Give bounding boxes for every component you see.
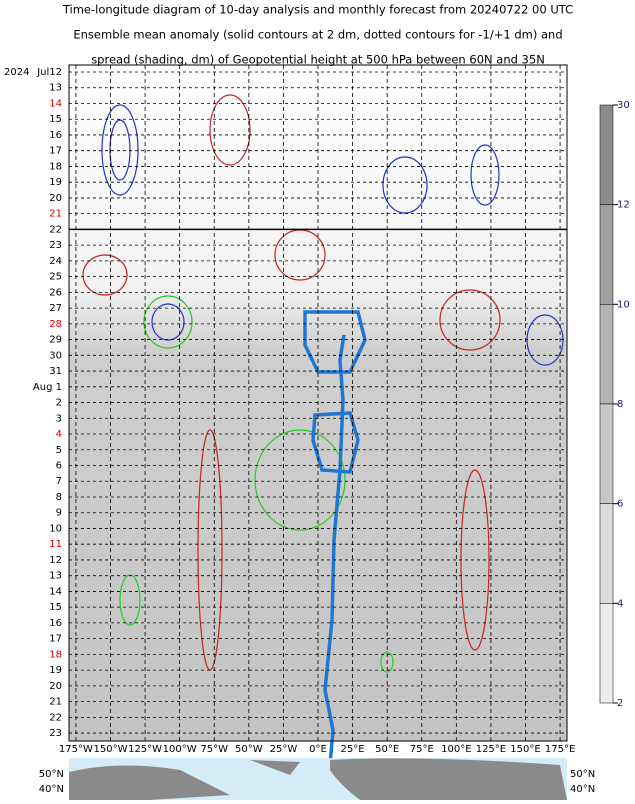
x-tick-label: 50°W [235,744,263,755]
y-tick-label: 24 [49,256,62,267]
colorbar-segment [599,403,614,504]
y-tick-label: 28 [49,319,62,330]
y-tick-label: 10 [49,523,62,534]
y-tick-label: 17 [49,146,62,157]
y-tick-label: 9 [56,508,62,519]
colorbar-label: 10 [617,299,630,310]
y-tick-label: 22 [49,712,62,723]
x-tick-label: 175°E [545,744,575,755]
y-tick-label: 18 [49,649,62,660]
plot-frame [68,64,568,742]
y-tick-label: 19 [49,177,62,188]
title-line: spread (shading, dm) of Geopotential hei… [91,53,545,67]
y-tick-label: 16 [49,618,62,629]
x-tick-label: 75°E [410,744,434,755]
y-tick-label: 13 [49,83,62,94]
y-tick-label: 20 [49,193,62,204]
x-tick-label: 25°E [341,744,365,755]
y-tick-label: Jul12 [36,67,62,78]
colorbar-label: 8 [617,399,623,410]
x-tick-label: 100°E [441,744,471,755]
y-tick-label: 5 [56,445,62,456]
x-tick-label: 100°W [163,744,197,755]
y-tick-label: 8 [56,492,62,503]
y-tick-label: Aug 1 [33,382,62,393]
colorbar-segment [599,304,614,405]
grid [69,65,567,741]
colorbar-segment [599,204,614,305]
y-tick-label: 14 [49,586,62,597]
y-tick-label: 14 [49,98,62,109]
title-line: Ensemble mean anomaly (solid contours at… [73,28,562,42]
map-strip [69,758,567,800]
colorbar-label: 30 [617,100,630,111]
y-tick-label: 15 [49,114,62,125]
colorbar-segment [599,104,614,205]
x-tick-label: 175°W [59,744,93,755]
y-tick-label: 13 [49,571,62,582]
y-tick-label: 7 [56,476,62,487]
y-tick-label: 23 [49,728,62,739]
year-label: 2024 [4,67,29,78]
colorbar-label: 2 [617,698,623,709]
lat-label: 50°N [570,769,595,780]
colorbar-segment [599,603,614,704]
title-line: Time-longitude diagram of 10-day analysi… [62,3,573,17]
y-tick-label: 17 [49,634,62,645]
y-tick-label: 23 [49,240,62,251]
x-tick-label: 125°E [476,744,506,755]
y-tick-label: 31 [49,366,62,377]
y-tick-label: 12 [49,555,62,566]
y-tick-label: 18 [49,161,62,172]
lat-label: 40°N [39,784,64,795]
y-tick-label: 6 [56,461,62,472]
y-tick-label: 2 [56,398,62,409]
x-tick-label: 75°W [200,744,228,755]
colorbar-label: 12 [617,200,630,211]
y-tick-label: 26 [49,287,62,298]
x-tick-label: 150°W [94,744,128,755]
y-tick-label: 11 [49,539,62,550]
x-tick-label: 150°E [510,744,540,755]
colorbar-segment [599,503,614,604]
y-tick-label: 27 [49,303,62,314]
colorbar-label: 6 [617,499,623,510]
y-tick-label: 15 [49,602,62,613]
y-tick-label: 16 [49,130,62,141]
lat-label: 50°N [39,769,64,780]
x-tick-label: 125°W [128,744,162,755]
x-tick-label: 25°W [270,744,298,755]
y-tick-label: 4 [56,429,62,440]
y-tick-label: 20 [49,681,62,692]
y-tick-label: 21 [49,209,62,220]
colorbar-label: 4 [617,598,623,609]
trajectory [303,310,367,766]
lat-label: 40°N [570,784,595,795]
contours [82,94,564,673]
y-tick-label: 19 [49,665,62,676]
x-tick-label: 50°E [375,744,399,755]
y-tick-label: 30 [49,350,62,361]
y-tick-label: 25 [49,272,62,283]
y-tick-label: 3 [56,413,62,424]
x-tick-label: 0°E [309,744,327,755]
y-tick-label: 22 [49,224,62,235]
y-tick-label: 21 [49,697,62,708]
y-tick-label: 29 [49,335,62,346]
